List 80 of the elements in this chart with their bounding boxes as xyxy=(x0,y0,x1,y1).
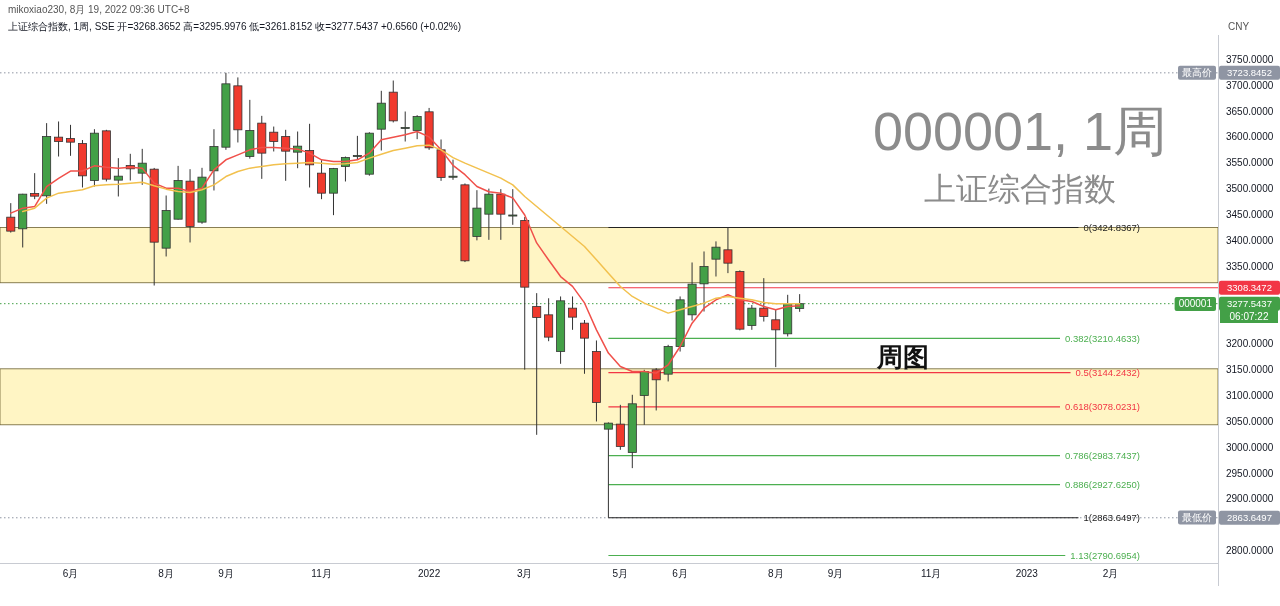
x-tick-label: 6月 xyxy=(62,568,79,579)
candlestick xyxy=(603,421,613,519)
candlestick xyxy=(532,292,542,436)
candlestick xyxy=(281,129,291,182)
x-tick-label: 2023 xyxy=(1015,568,1039,579)
x-tick-label: 8月 xyxy=(158,568,174,579)
x-tick-label: 2022 xyxy=(417,568,441,579)
candlestick xyxy=(400,111,410,142)
candlestick xyxy=(544,297,554,342)
candlestick xyxy=(484,188,494,241)
text: 06:07:22 xyxy=(1229,311,1269,322)
candlestick xyxy=(269,126,279,152)
candlestick xyxy=(580,319,589,375)
y-tick-label: 3550.0000 xyxy=(1226,157,1274,169)
x-tick-label: 2月 xyxy=(1102,568,1119,579)
x-tick-label: 11月 xyxy=(311,568,332,579)
candlestick xyxy=(771,309,781,368)
y-tick-label: 3600.0000 xyxy=(1226,131,1274,143)
y-tick-label: 3700.0000 xyxy=(1226,79,1274,91)
candlestick xyxy=(352,135,362,161)
candlestick xyxy=(568,295,578,331)
y-tick-label: 3200.0000 xyxy=(1226,338,1274,350)
y-tick-label: 3000.0000 xyxy=(1226,441,1274,453)
y-tick-label: 2950.0000 xyxy=(1226,467,1274,479)
candlestick xyxy=(6,202,16,234)
y-axis-title: CNY xyxy=(1228,21,1250,32)
x-tick-label: 6月 xyxy=(672,568,688,579)
candlestick xyxy=(54,120,64,157)
candlestick xyxy=(30,172,40,200)
candlestick xyxy=(639,369,649,426)
candlestick xyxy=(723,227,733,274)
x-tick-label: 3月 xyxy=(516,568,533,579)
annotation: 000001 xyxy=(1178,298,1213,310)
ref-line-label: 0.5(3144.2432) xyxy=(1075,367,1140,379)
candlestick xyxy=(317,159,326,200)
candlestick xyxy=(496,188,506,241)
annotation: 最高价 xyxy=(1182,67,1212,79)
candlestick xyxy=(711,240,721,277)
ref-line-label: 0.618(3078.0231) xyxy=(1064,401,1140,413)
annotation: 000001, 1周 xyxy=(872,101,1168,161)
ref-line-label: 0.786(2983.7437) xyxy=(1064,450,1140,462)
ref-line-label: 1(2863.6497) xyxy=(1083,512,1140,524)
candlestick xyxy=(113,157,123,197)
ref-line-label: 3723.8452 xyxy=(1227,67,1272,79)
candlestick xyxy=(412,114,422,140)
y-tick-label: 3100.0000 xyxy=(1226,390,1274,402)
ref-line-label: 0(3424.8367) xyxy=(1083,222,1140,233)
ref-line-label: 2863.6497 xyxy=(1227,512,1272,524)
ref-line-label: 0.886(2927.6250) xyxy=(1064,479,1140,491)
annotation: 上证综合指数 xyxy=(924,171,1116,207)
candlestick xyxy=(448,159,458,181)
x-tick-label: 9月 xyxy=(218,568,234,579)
y-tick-label: 2800.0000 xyxy=(1226,545,1274,557)
candlestick xyxy=(615,404,625,451)
ref-line-label: 3308.3472 xyxy=(1227,282,1272,294)
candlestick xyxy=(699,250,709,313)
y-tick-label: 3400.0000 xyxy=(1226,234,1274,246)
chart-subtitle: mikoxiao230, 8月 19, 2022 09:36 UTC+8 xyxy=(8,4,190,15)
y-tick-label: 3500.0000 xyxy=(1226,183,1274,195)
y-tick-label: 2900.0000 xyxy=(1226,493,1274,505)
ref-line-label: 3277.5437 xyxy=(1227,298,1272,310)
x-tick-label: 9月 xyxy=(827,568,844,579)
y-tick-label: 3350.0000 xyxy=(1226,260,1274,272)
ref-line-label: 0.382(3210.4633) xyxy=(1064,332,1140,344)
candlestick xyxy=(759,277,769,323)
candlestick xyxy=(66,124,75,157)
candlestick xyxy=(508,188,518,226)
y-tick-label: 3150.0000 xyxy=(1226,364,1274,376)
ref-line-label: 1.13(2790.6954) xyxy=(1070,550,1140,561)
y-tick-label: 3450.0000 xyxy=(1226,208,1274,220)
x-tick-label: 11月 xyxy=(920,568,942,579)
x-tick-label: 5月 xyxy=(612,568,629,579)
x-tick-label: 8月 xyxy=(767,568,784,579)
y-tick-label: 3050.0000 xyxy=(1226,415,1274,427)
annotation: 周图 xyxy=(876,342,929,372)
annotation: 最低价 xyxy=(1182,512,1212,524)
candlestick xyxy=(747,304,757,331)
y-tick-label: 3650.0000 xyxy=(1226,105,1274,117)
y-tick-label: 3750.0000 xyxy=(1226,53,1274,65)
chart-title: 上证综合指数, 1周, SSE 开=3268.3652 高=3295.9976 低=3261.8152 收=3277.5437 +0.6560 (+0.02%) xyxy=(8,21,462,32)
